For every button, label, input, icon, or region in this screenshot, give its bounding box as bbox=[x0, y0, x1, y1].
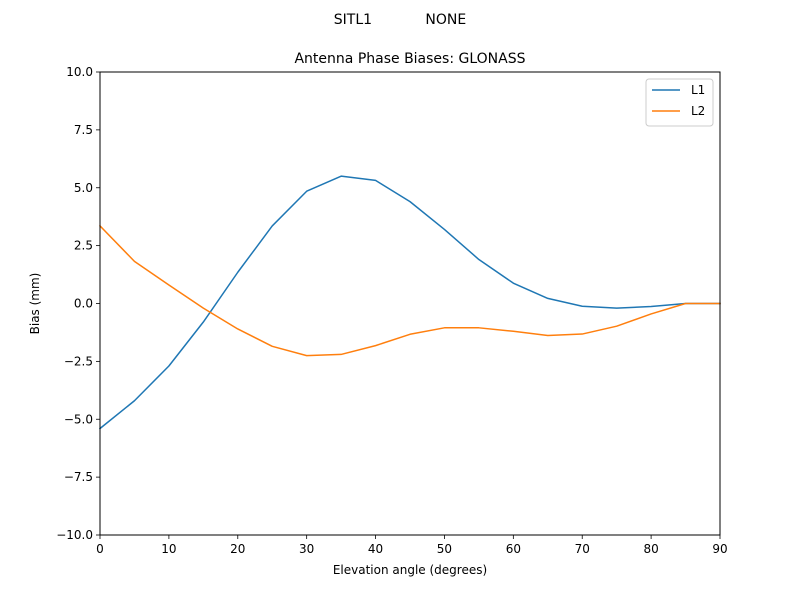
y-axis-label: Bias (mm) bbox=[28, 273, 42, 335]
x-tick-label: 20 bbox=[230, 542, 245, 556]
x-tick-label: 10 bbox=[161, 542, 176, 556]
y-tick-label: −5.0 bbox=[64, 412, 93, 426]
x-axis-label: Elevation angle (degrees) bbox=[333, 563, 487, 577]
x-tick-label: 70 bbox=[575, 542, 590, 556]
y-tick-label: 10.0 bbox=[66, 65, 93, 79]
y-tick-label: 0.0 bbox=[74, 297, 93, 311]
y-tick-label: 2.5 bbox=[74, 239, 93, 253]
chart-title: Antenna Phase Biases: GLONASS bbox=[294, 51, 525, 67]
legend-label-l1: L1 bbox=[691, 83, 705, 97]
y-axis: −10.0 −7.5 −5.0 −2.5 0.0 2.5 5.0 7.5 10.0 bbox=[56, 65, 100, 542]
x-tick-label: 90 bbox=[712, 542, 727, 556]
x-tick-label: 0 bbox=[96, 542, 104, 556]
y-tick-label: −2.5 bbox=[64, 354, 93, 368]
series-line-l1 bbox=[98, 175, 721, 430]
x-tick-label: 30 bbox=[299, 542, 314, 556]
y-tick-label: −7.5 bbox=[64, 470, 93, 484]
chart-suptitle: SITL1 NONE bbox=[334, 12, 467, 28]
y-tick-label: −10.0 bbox=[56, 528, 93, 542]
legend-label-l2: L2 bbox=[691, 104, 705, 118]
x-tick-label: 40 bbox=[368, 542, 383, 556]
plot-frame bbox=[99, 71, 721, 536]
x-tick-label: 80 bbox=[643, 542, 658, 556]
legend: L1 L2 bbox=[645, 78, 714, 127]
series-line-l2 bbox=[98, 224, 721, 357]
y-tick-label: 7.5 bbox=[74, 123, 93, 137]
x-tick-label: 50 bbox=[437, 542, 452, 556]
y-tick-label: 5.0 bbox=[74, 181, 93, 195]
x-axis: 0 10 20 30 40 50 60 70 80 90 bbox=[96, 535, 728, 556]
x-tick-label: 60 bbox=[506, 542, 521, 556]
